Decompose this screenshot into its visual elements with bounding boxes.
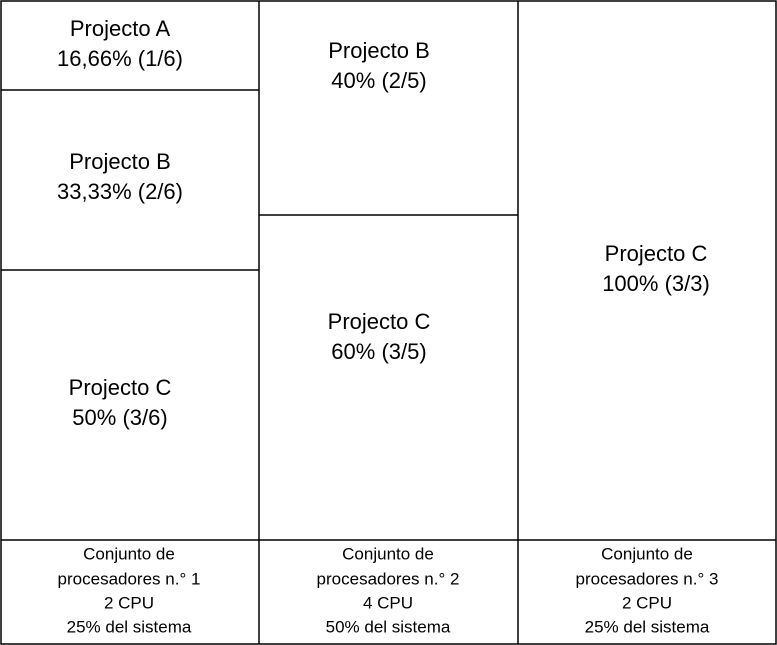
footer-line: 25% del sistema xyxy=(585,617,710,636)
footer-line: 4 CPU xyxy=(363,593,413,612)
box-label: Projecto A xyxy=(70,16,171,41)
footer-line: 25% del sistema xyxy=(67,617,192,636)
box-label: Projecto B xyxy=(69,149,171,174)
footer-line: procesadores n.° 3 xyxy=(576,569,719,588)
footer-line: 2 CPU xyxy=(104,593,154,612)
footer-line: Conjunto de xyxy=(83,544,175,563)
box-label: Projecto C xyxy=(328,309,431,334)
box-share: 50% (3/6) xyxy=(72,405,167,430)
footer-line: Conjunto de xyxy=(342,544,434,563)
box-label: Projecto C xyxy=(605,241,708,266)
footer-line: 50% del sistema xyxy=(326,617,451,636)
box-share: 60% (3/5) xyxy=(331,339,426,364)
footer-line: Conjunto de xyxy=(601,544,693,563)
box-label: Projecto B xyxy=(328,38,430,63)
footer-line: procesadores n.° 1 xyxy=(58,569,201,588)
box-share: 40% (2/5) xyxy=(331,68,426,93)
box-share: 100% (3/3) xyxy=(602,271,710,296)
box-share: 33,33% (2/6) xyxy=(57,179,183,204)
box-label: Projecto C xyxy=(69,375,172,400)
box-share: 16,66% (1/6) xyxy=(57,46,183,71)
footer-line: 2 CPU xyxy=(622,593,672,612)
footer-line: procesadores n.° 2 xyxy=(317,569,460,588)
